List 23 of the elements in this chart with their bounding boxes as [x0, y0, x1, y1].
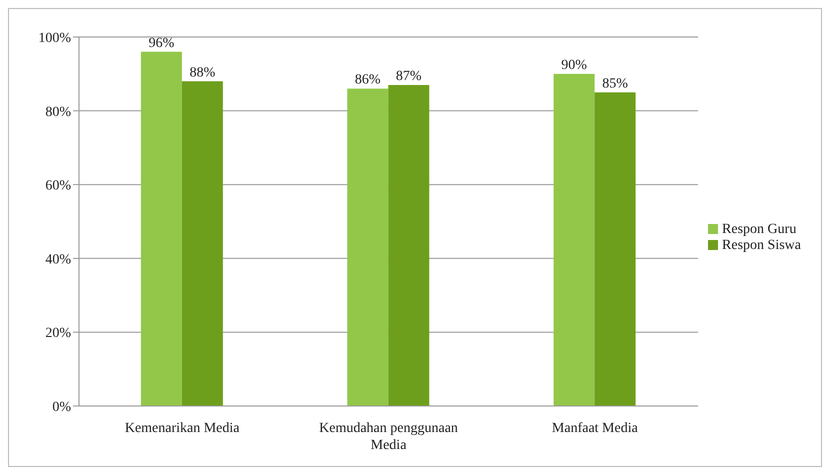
bar	[554, 74, 595, 406]
data-label: 88%	[190, 65, 216, 80]
bar	[594, 92, 636, 406]
y-tick-label: 40%	[45, 252, 72, 268]
x-tick-label: Kemenarikan Media	[124, 421, 240, 436]
bar	[140, 52, 182, 406]
y-tick-label: 100%	[38, 30, 72, 46]
legend-label: Respon Siswa	[722, 238, 801, 252]
data-label: 85%	[602, 76, 628, 92]
data-label: 90%	[561, 58, 588, 73]
y-tick-label: 80%	[45, 104, 72, 120]
bar	[388, 84, 430, 406]
bar	[182, 81, 223, 406]
y-tick-label: 20%	[45, 326, 72, 342]
data-label: 87%	[396, 68, 422, 84]
x-tick-label: Manfaat Media	[552, 421, 639, 436]
data-label: 86%	[354, 72, 381, 88]
x-tick-label: Kemudahan penggunaan Media	[319, 421, 458, 453]
y-tick-label: 0%	[52, 400, 72, 415]
legend-label: Respon Guru	[722, 222, 796, 236]
y-tick-label: 60%	[45, 178, 72, 194]
data-label: 96%	[148, 36, 175, 51]
bar	[347, 88, 388, 406]
